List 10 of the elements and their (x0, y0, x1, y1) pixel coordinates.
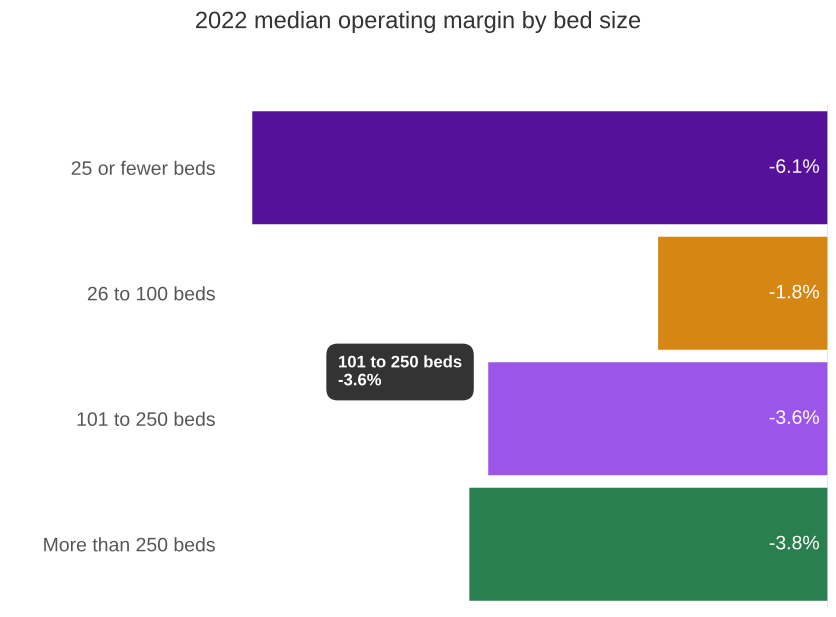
data-label: -3.8% (770, 536, 819, 550)
y-tick-label: More than 250 beds (44, 537, 215, 552)
y-tick-label: 26 to 100 beds (88, 286, 215, 300)
y-tick-label: 101 to 250 beds (78, 412, 215, 426)
data-label: -1.8% (770, 284, 819, 298)
data-label: -6.1% (770, 159, 819, 173)
chart-title: 2022 median operating margin by bed size (196, 10, 640, 34)
data-label: -3.6% (770, 410, 819, 424)
annotation: 101 to 250 beds -3.6% (338, 355, 462, 386)
y-tick-label: 25 or fewer beds (72, 160, 215, 175)
